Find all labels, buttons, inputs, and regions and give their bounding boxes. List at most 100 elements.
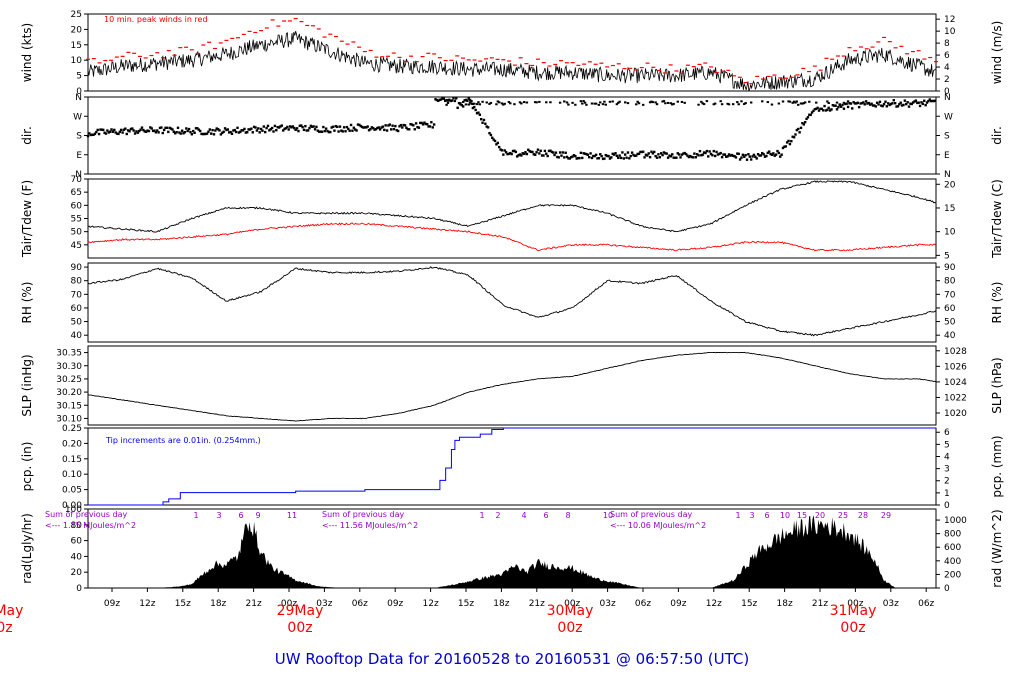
dir-point bbox=[615, 154, 619, 158]
dir-point bbox=[336, 125, 339, 129]
dir-point bbox=[734, 156, 738, 159]
hour-label: 06z bbox=[352, 599, 368, 609]
dir-point bbox=[218, 129, 221, 132]
dir-point bbox=[635, 103, 638, 106]
dir-point bbox=[255, 129, 259, 132]
dir-point bbox=[576, 156, 580, 160]
dir-point bbox=[233, 128, 236, 132]
dir-point bbox=[378, 128, 382, 131]
dir-point bbox=[414, 122, 418, 125]
wind-ytick-label: 25 bbox=[71, 10, 82, 20]
dir-point bbox=[459, 103, 462, 106]
dir-point bbox=[558, 151, 562, 154]
dir-point bbox=[683, 101, 686, 104]
dir-point bbox=[475, 112, 479, 115]
rad-tick-number: 20 bbox=[815, 511, 825, 520]
dir-point bbox=[801, 121, 804, 125]
dir-point bbox=[578, 156, 581, 160]
dir-point bbox=[839, 105, 843, 108]
dir-point bbox=[132, 129, 135, 132]
dir-point bbox=[718, 152, 721, 156]
dir-point bbox=[496, 100, 500, 103]
dir-point bbox=[427, 125, 430, 128]
dir-point bbox=[154, 131, 158, 134]
dir-point bbox=[743, 155, 746, 158]
dir-point bbox=[268, 129, 271, 132]
dir-point bbox=[338, 125, 342, 128]
dir-point bbox=[485, 125, 488, 128]
dir-point bbox=[661, 100, 664, 103]
dir-point bbox=[554, 151, 558, 154]
dir-point bbox=[551, 151, 555, 154]
rad-sum-value: <--- 11.56 MJoules/m^2 bbox=[322, 521, 418, 530]
dir-point bbox=[743, 103, 746, 106]
dir-point bbox=[279, 125, 282, 128]
dir-point bbox=[781, 100, 785, 103]
dir-point bbox=[657, 153, 660, 156]
wind-ytick-right-label: 4 bbox=[944, 63, 950, 73]
rad-tick-number: 1 bbox=[479, 511, 484, 520]
dir-point bbox=[690, 155, 693, 159]
dir-point bbox=[896, 105, 900, 108]
rad-sum-label: Sum of previous day bbox=[45, 510, 127, 519]
dir-point bbox=[603, 157, 606, 160]
rad-area bbox=[88, 515, 936, 588]
dir-point bbox=[545, 101, 548, 104]
dir-ytick-label: E bbox=[76, 151, 82, 161]
dir-point bbox=[863, 103, 866, 106]
dir-point bbox=[568, 157, 572, 160]
dir-point bbox=[679, 156, 682, 159]
dir-point bbox=[473, 102, 476, 105]
dir-point bbox=[197, 128, 200, 131]
dir-point bbox=[797, 103, 800, 106]
dir-point bbox=[713, 154, 717, 158]
dir-point bbox=[348, 129, 351, 132]
dir-point bbox=[849, 102, 853, 105]
dir-point bbox=[133, 132, 137, 135]
dir-point bbox=[695, 153, 699, 156]
dir-point bbox=[583, 101, 587, 104]
dir-point bbox=[799, 102, 803, 105]
dir-point bbox=[121, 131, 124, 134]
dir-point bbox=[345, 125, 349, 129]
pcp-ytick-label: 0.10 bbox=[62, 470, 82, 480]
dir-point bbox=[362, 126, 365, 129]
dir-point bbox=[142, 128, 145, 132]
dir-point bbox=[787, 100, 790, 103]
dir-point bbox=[547, 149, 551, 153]
dir-point bbox=[376, 126, 379, 130]
dir-point bbox=[507, 152, 511, 156]
dir-point bbox=[200, 132, 203, 136]
dir-point bbox=[232, 129, 235, 132]
dir-point bbox=[93, 132, 97, 136]
dir-point bbox=[579, 151, 583, 155]
dir-point bbox=[780, 153, 783, 156]
dir-point bbox=[298, 124, 302, 127]
dir-point bbox=[767, 150, 771, 153]
dir-point bbox=[496, 141, 500, 145]
dir-point bbox=[801, 102, 804, 105]
rad-ytick-right-label: 1000 bbox=[944, 516, 967, 526]
dir-point bbox=[831, 104, 835, 107]
dir-point bbox=[851, 107, 854, 110]
dir-point bbox=[441, 97, 444, 100]
dir-point bbox=[607, 154, 610, 158]
pcp-ytick-label: 0.05 bbox=[62, 486, 82, 496]
dir-point bbox=[178, 131, 181, 134]
dir-point bbox=[383, 128, 386, 132]
dir-point bbox=[358, 123, 361, 127]
dir-point bbox=[525, 152, 529, 156]
dir-point bbox=[827, 106, 830, 110]
dir-point bbox=[720, 155, 724, 159]
dir-point bbox=[390, 128, 393, 131]
dir-point bbox=[704, 151, 707, 155]
rad-ytick-right-label: 800 bbox=[944, 530, 961, 540]
dir-point bbox=[124, 127, 127, 130]
dir-point bbox=[468, 98, 472, 102]
dir-point bbox=[540, 154, 544, 157]
dir-point bbox=[824, 109, 828, 112]
dir-point bbox=[842, 101, 846, 104]
dir-point bbox=[456, 106, 459, 109]
dir-point bbox=[664, 152, 667, 155]
wind-ytick-label: 0 bbox=[76, 87, 82, 97]
